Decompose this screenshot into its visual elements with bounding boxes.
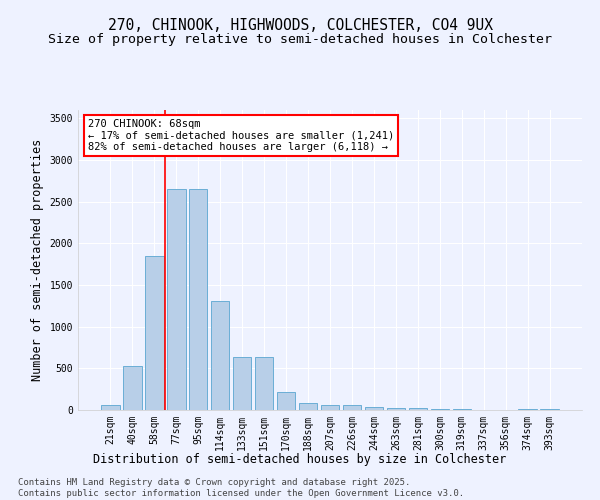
Y-axis label: Number of semi-detached properties: Number of semi-detached properties bbox=[31, 139, 44, 381]
Text: Distribution of semi-detached houses by size in Colchester: Distribution of semi-detached houses by … bbox=[94, 452, 506, 466]
Bar bbox=[211, 301, 229, 410]
Bar bbox=[365, 407, 383, 410]
Bar bbox=[431, 409, 449, 410]
Bar bbox=[386, 408, 405, 410]
Bar bbox=[320, 406, 340, 410]
Bar bbox=[277, 392, 295, 410]
Bar bbox=[189, 189, 208, 410]
Text: Size of property relative to semi-detached houses in Colchester: Size of property relative to semi-detach… bbox=[48, 32, 552, 46]
Bar bbox=[101, 404, 119, 410]
Bar bbox=[541, 409, 559, 410]
Bar bbox=[255, 356, 274, 410]
Text: Contains HM Land Registry data © Crown copyright and database right 2025.
Contai: Contains HM Land Registry data © Crown c… bbox=[18, 478, 464, 498]
Bar bbox=[518, 409, 537, 410]
Bar bbox=[167, 189, 185, 410]
Bar bbox=[123, 366, 142, 410]
Text: 270 CHINOOK: 68sqm
← 17% of semi-detached houses are smaller (1,241)
82% of semi: 270 CHINOOK: 68sqm ← 17% of semi-detache… bbox=[88, 119, 394, 152]
Bar bbox=[299, 402, 317, 410]
Bar bbox=[233, 356, 251, 410]
Bar bbox=[452, 409, 471, 410]
Bar bbox=[343, 406, 361, 410]
Bar bbox=[409, 408, 427, 410]
Text: 270, CHINOOK, HIGHWOODS, COLCHESTER, CO4 9UX: 270, CHINOOK, HIGHWOODS, COLCHESTER, CO4… bbox=[107, 18, 493, 32]
Bar bbox=[145, 256, 164, 410]
